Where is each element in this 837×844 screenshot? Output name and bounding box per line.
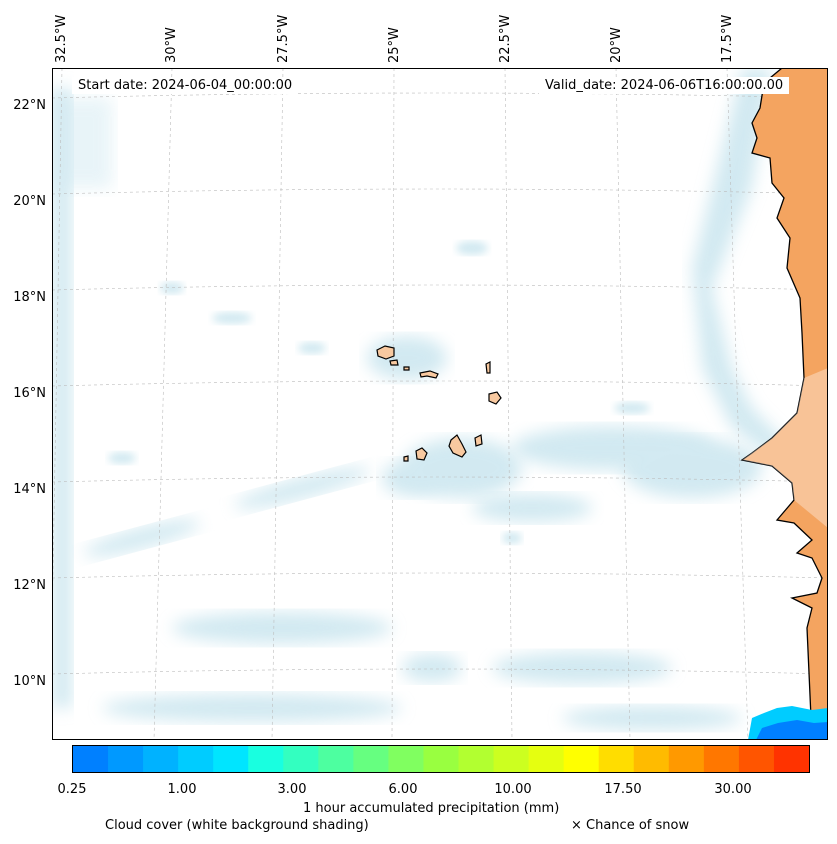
lat-label: 20°N (13, 194, 46, 209)
colorbar-segment (703, 746, 740, 772)
colorbar-segment (108, 746, 144, 772)
colorbar-tick-label: 30.00 (714, 782, 752, 797)
colorbar-tick-label: 0.25 (57, 782, 87, 797)
start-date-label: Start date: 2024-06-04_00:00:00 (72, 77, 299, 94)
colorbar-tick-label: 3.00 (277, 782, 307, 797)
island-sao-vicente (389, 359, 399, 366)
lon-label: 22.5°W (498, 14, 513, 63)
colorbar-tick-label: 17.50 (604, 782, 642, 797)
lon-label: 20°W (609, 27, 624, 63)
precip-inner (756, 720, 828, 740)
colorbar-segment (633, 746, 670, 772)
lat-label: 10°N (13, 674, 46, 689)
lon-label: 32.5°W (54, 14, 69, 63)
island-fogo (415, 447, 428, 461)
colorbar-segment (773, 746, 810, 772)
colorbar-tick-label: 1.00 (167, 782, 197, 797)
cloud-cover-shading (52, 68, 792, 730)
colorbar-border (72, 745, 810, 773)
colorbar-segment (563, 746, 600, 772)
lat-label: 22°N (13, 98, 46, 113)
colorbar-segment (738, 746, 775, 772)
lat-label: 12°N (13, 578, 46, 593)
african-coastline (740, 68, 828, 740)
lat-label: 14°N (13, 482, 46, 497)
colorbar-segment (388, 746, 424, 772)
colorbar-segment (178, 746, 214, 772)
island-sal (485, 361, 491, 374)
map-panel (52, 68, 828, 740)
cloud-cover-legend: Cloud cover (white background shading) (105, 818, 369, 833)
map-border (52, 68, 828, 740)
island-santiago (448, 434, 467, 458)
colorbar-segment (248, 746, 284, 772)
precipitation-colorbar (72, 745, 810, 773)
colorbar-segment (353, 746, 389, 772)
cape-verde-islands (376, 345, 502, 462)
ocean-background (52, 68, 828, 740)
colorbar-segment (598, 746, 635, 772)
colorbar-segment (73, 746, 109, 772)
lat-label: 18°N (13, 290, 46, 305)
colorbar-segment (668, 746, 705, 772)
land-shading-gradient (742, 368, 828, 528)
island-maio (474, 434, 483, 447)
lat-label: 16°N (13, 386, 46, 401)
colorbar-title: 1 hour accumulated precipitation (mm) (303, 801, 560, 816)
colorbar-tick-label: 6.00 (388, 782, 418, 797)
colorbar-tick-label: 10.00 (494, 782, 532, 797)
lon-label: 27.5°W (276, 14, 291, 63)
valid-date-label: Valid_date: 2024-06-06T16:00:00.00 (539, 77, 790, 94)
graticule-lines (52, 68, 828, 740)
island-brava (403, 455, 409, 462)
lon-label: 25°W (387, 27, 402, 63)
precipitation-area (748, 706, 828, 740)
colorbar-segment (458, 746, 495, 772)
colorbar-segment (213, 746, 249, 772)
colorbar-segment (528, 746, 565, 772)
island-santa-luzia (403, 366, 410, 371)
lon-label: 17.5°W (720, 14, 735, 63)
colorbar-segment (318, 746, 354, 772)
colorbar-segment (423, 746, 460, 772)
colorbar-segment (283, 746, 319, 772)
island-sao-nicolau (419, 370, 439, 379)
colorbar-segment (493, 746, 530, 772)
island-boa-vista (488, 391, 502, 405)
island-santo-antao (376, 345, 395, 360)
snow-legend: × Chance of snow (571, 818, 690, 833)
lon-label: 30°W (164, 27, 179, 63)
colorbar-segment (143, 746, 179, 772)
